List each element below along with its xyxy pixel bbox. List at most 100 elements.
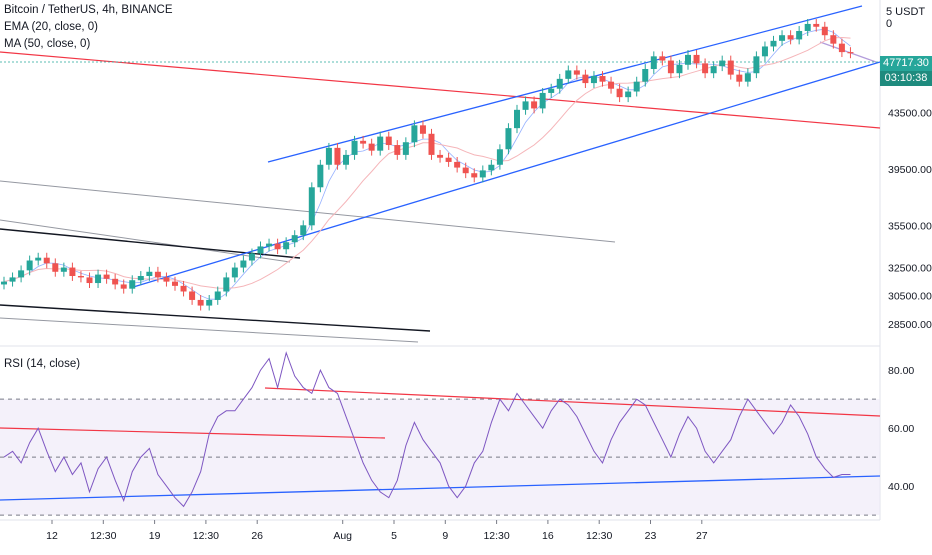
rsi-red-lower-line[interactable] [0, 427, 386, 439]
candle-body[interactable] [633, 81, 640, 92]
candle-body[interactable] [402, 142, 409, 155]
purple-trend-line[interactable] [819, 41, 877, 63]
candle-body[interactable] [667, 60, 674, 74]
grey-channel-lower[interactable] [0, 317, 419, 343]
candle-body[interactable] [240, 260, 247, 268]
candle-body[interactable] [172, 281, 178, 286]
candle-body[interactable] [137, 276, 144, 281]
rsi-blue-support-line[interactable] [0, 475, 881, 501]
candle-body[interactable] [351, 140, 358, 155]
candle-body[interactable] [231, 267, 238, 278]
candle-body[interactable] [693, 54, 700, 64]
candle-body[interactable] [112, 278, 119, 285]
candle-body[interactable] [471, 173, 478, 178]
candle-body[interactable] [189, 291, 196, 300]
candle-body[interactable] [779, 35, 786, 41]
candle-body[interactable] [719, 60, 726, 67]
candle-body[interactable] [411, 125, 418, 143]
candle-body[interactable] [599, 76, 606, 82]
candle-body[interactable] [368, 143, 375, 151]
candle-body[interactable] [325, 147, 332, 165]
candle-body[interactable] [26, 260, 33, 271]
red-trend-line[interactable] [0, 51, 881, 129]
candle-body[interactable] [847, 52, 854, 54]
candle-body[interactable] [129, 280, 136, 289]
candle-body[interactable] [206, 299, 213, 306]
rsi-line[interactable] [3, 351, 851, 508]
candle-body[interactable] [608, 81, 615, 89]
candle-body[interactable] [283, 242, 290, 250]
candle-body[interactable] [377, 136, 384, 151]
candle-body[interactable] [334, 147, 341, 165]
candle-body[interactable] [702, 63, 709, 74]
candle-body[interactable] [496, 149, 503, 165]
blue-channel-lower[interactable] [129, 61, 881, 289]
candle-body[interactable] [291, 235, 298, 243]
candle-body[interactable] [86, 277, 93, 284]
candle-body[interactable] [787, 35, 794, 40]
candle-body[interactable] [565, 70, 572, 79]
candle-body[interactable] [1, 281, 7, 285]
candle-body[interactable] [736, 74, 743, 82]
blue-channel-upper[interactable] [267, 5, 863, 163]
candle-body[interactable] [146, 271, 153, 276]
candle-body[interactable] [616, 88, 623, 98]
candle-body[interactable] [60, 267, 67, 272]
grey-channel-upper[interactable] [0, 180, 616, 243]
candle-body[interactable] [120, 284, 127, 289]
candle-body[interactable] [385, 136, 392, 146]
candle-body[interactable] [744, 73, 751, 82]
candle-body[interactable] [539, 92, 546, 109]
candle-body[interactable] [69, 267, 76, 276]
rsi-red-upper-line[interactable] [264, 387, 881, 417]
candle-body[interactable] [445, 157, 452, 162]
candle-body[interactable] [479, 170, 486, 178]
candle-body[interactable] [625, 91, 632, 98]
candle-body[interactable] [753, 56, 760, 74]
candle-body[interactable] [300, 225, 307, 236]
candle-body[interactable] [223, 277, 230, 292]
candle-body[interactable] [18, 270, 25, 278]
candle-body[interactable] [343, 154, 349, 165]
candle-body[interactable] [796, 30, 803, 40]
candle-body[interactable] [685, 54, 691, 65]
candle-body[interactable] [77, 276, 84, 278]
candle-body[interactable] [830, 35, 837, 44]
candle-body[interactable] [462, 167, 469, 174]
candle-body[interactable] [573, 70, 580, 75]
candle-body[interactable] [437, 154, 444, 158]
candle-body[interactable] [35, 257, 42, 261]
candle-body[interactable] [428, 133, 435, 155]
candle-body[interactable] [95, 274, 102, 284]
candle-body[interactable] [266, 243, 273, 247]
candle-body[interactable] [727, 60, 734, 75]
candle-body[interactable] [257, 246, 264, 254]
candle-body[interactable] [770, 40, 777, 47]
candle-body[interactable] [676, 64, 683, 74]
candle-body[interactable] [650, 56, 657, 69]
candle-body[interactable] [154, 271, 161, 278]
currency-label[interactable]: 5 USDT 0 [886, 6, 925, 30]
candle-body[interactable] [838, 43, 845, 53]
candle-body[interactable] [548, 88, 555, 93]
candle-body[interactable] [9, 277, 16, 282]
candle-body[interactable] [642, 69, 649, 82]
candle-body[interactable] [43, 257, 50, 264]
candle-body[interactable] [804, 23, 811, 31]
candle-body[interactable] [360, 140, 367, 144]
candle-body[interactable] [556, 78, 563, 89]
candle-body[interactable] [522, 101, 529, 110]
candle-body[interactable] [248, 253, 255, 261]
grey-channel-mid[interactable] [0, 219, 291, 263]
black-channel-upper[interactable] [0, 228, 301, 259]
candle-body[interactable] [659, 56, 666, 61]
black-channel-lower[interactable] [0, 304, 431, 332]
candle-body[interactable] [163, 277, 170, 282]
candle-body[interactable] [394, 145, 401, 155]
candle-body[interactable] [317, 164, 324, 188]
candle-body[interactable] [454, 161, 461, 168]
candle-body[interactable] [488, 164, 495, 171]
candle-body[interactable] [582, 74, 589, 84]
